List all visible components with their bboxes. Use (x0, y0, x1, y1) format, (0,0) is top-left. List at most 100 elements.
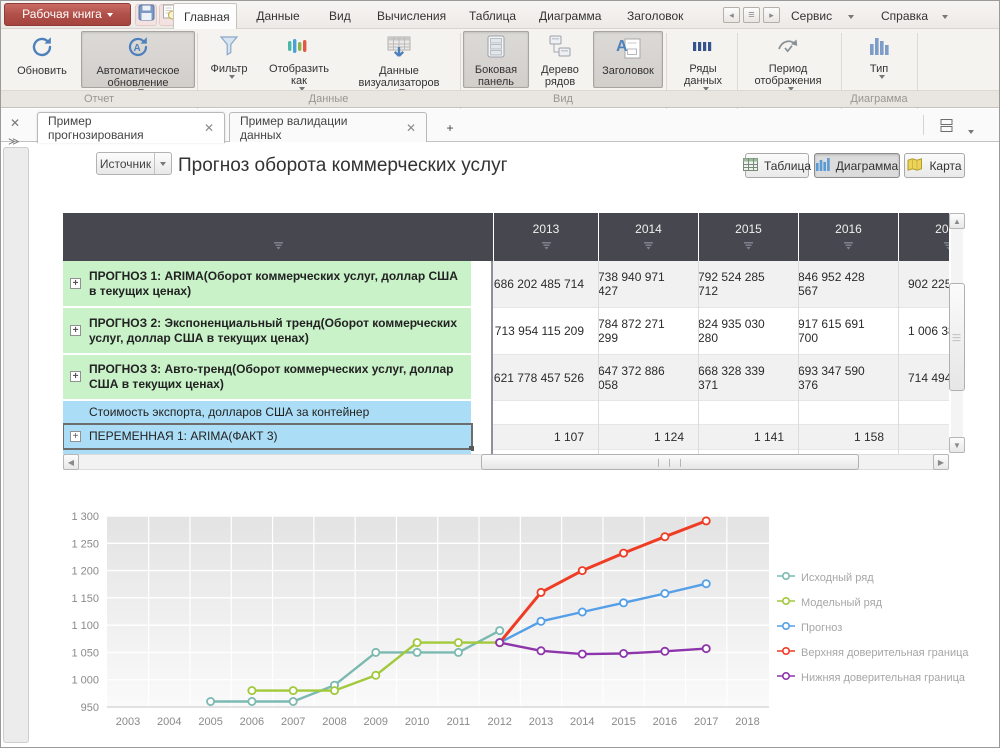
table-cell[interactable] (898, 425, 949, 449)
legend-item[interactable]: Исходный ряд (777, 565, 999, 590)
row-header-column-header[interactable] (63, 213, 493, 261)
layout-mode-button[interactable] (939, 118, 954, 138)
data-point-marker[interactable] (660, 532, 670, 542)
collapse-panel-chevrons[interactable]: ≫ (8, 136, 20, 148)
table-cell[interactable]: 1 158 (798, 425, 898, 449)
table-row[interactable]: Стоимость экспорта, долларов США за конт… (63, 401, 949, 425)
row-header[interactable]: + ПРОГНОЗ 3: Авто-тренд(Оборот коммерческ… (63, 355, 471, 399)
data-point-marker[interactable] (453, 638, 463, 648)
data-point-marker[interactable] (701, 516, 711, 526)
ribbon-tab-main[interactable]: Главная (173, 3, 237, 29)
table-cell[interactable]: 824 935 030 280 (698, 308, 798, 354)
data-point-marker[interactable] (329, 686, 339, 696)
table-cell[interactable] (698, 401, 798, 424)
table-cell[interactable]: 1 141 (698, 425, 798, 449)
table-row[interactable]: 1 107 1 124 1 141 1 158 + ПЕРЕМЕННАЯ 1: ARIMA… (63, 423, 949, 451)
table-cell[interactable]: 647 372 886 058 (598, 355, 698, 400)
scroll-left-button[interactable]: ◀ (63, 454, 79, 470)
data-point-marker[interactable] (660, 589, 670, 599)
column-header-2017[interactable]: 2017 (898, 213, 949, 261)
data-point-marker[interactable] (536, 616, 546, 626)
chart-type-button[interactable]: Тип (847, 31, 911, 88)
close-icon[interactable]: ✕ (405, 120, 416, 135)
table-cell[interactable]: 714 494 (898, 355, 949, 400)
data-point-marker[interactable] (577, 566, 587, 576)
source-button[interactable]: Источник (96, 152, 172, 175)
table-cell[interactable]: 738 940 971 427 (598, 261, 698, 307)
data-point-marker[interactable] (701, 579, 711, 589)
filter-icon[interactable] (273, 239, 284, 253)
scroll-right-button[interactable]: ▶ (933, 454, 949, 470)
ribbon-scroll-right-button[interactable]: ▸ (763, 7, 780, 23)
close-icon[interactable]: ✕ (203, 121, 214, 135)
expand-icon[interactable]: + (70, 371, 81, 382)
data-point-marker[interactable] (247, 686, 257, 696)
legend-item[interactable]: Модельный ряд (777, 590, 999, 615)
table-cell[interactable]: 621 778 457 526 (493, 355, 598, 400)
series-tree-button[interactable]: Дерево рядов (531, 31, 589, 88)
ribbon-tab-table[interactable]: Таблица (459, 3, 521, 29)
save-button[interactable] (135, 4, 157, 26)
filter-icon[interactable] (943, 239, 949, 253)
new-tab-button[interactable]: + (433, 112, 467, 142)
scroll-down-button[interactable]: ▼ (949, 437, 965, 453)
table-cell[interactable]: 686 202 485 714 (493, 261, 598, 307)
auto-refresh-button[interactable]: A Автоматическое обновление (81, 31, 195, 93)
table-cell[interactable]: 846 952 428 567 (798, 261, 898, 307)
data-point-marker[interactable] (577, 649, 587, 659)
refresh-button[interactable]: Обновить (7, 31, 77, 88)
header-toggle-button[interactable]: A Заголовок (593, 31, 663, 88)
selection-handle[interactable] (469, 446, 474, 451)
side-panel-button[interactable]: Боковая панель (463, 31, 529, 88)
table-cell[interactable] (598, 401, 698, 424)
filter-icon[interactable] (541, 239, 552, 253)
column-header-2014[interactable]: 2014 (598, 213, 698, 261)
data-point-marker[interactable] (288, 686, 298, 696)
expand-icon[interactable]: + (70, 324, 81, 336)
data-point-marker[interactable] (453, 647, 463, 657)
view-table-button[interactable]: Таблица (742, 153, 811, 178)
table-row[interactable]: 686 202 485 714 738 940 971 427 792 524 28… (63, 261, 949, 308)
data-point-marker[interactable] (660, 646, 670, 656)
row-header[interactable]: Стоимость экспорта, долларов США за конт… (63, 401, 471, 423)
column-header-2016[interactable]: 2016 (798, 213, 898, 261)
ribbon-tab-view[interactable]: Вид (319, 3, 359, 29)
data-point-marker[interactable] (619, 598, 629, 608)
layout-mode-dropdown[interactable] (963, 123, 974, 141)
data-point-marker[interactable] (536, 587, 546, 597)
filter-icon[interactable] (743, 239, 754, 253)
display-period-button[interactable]: Период отображения (739, 31, 837, 91)
source-dropdown[interactable] (154, 153, 171, 174)
data-point-marker[interactable] (412, 638, 422, 648)
table-cell[interactable]: 713 954 115 209 (493, 308, 598, 354)
data-point-marker[interactable] (619, 548, 629, 558)
column-header-2015[interactable]: 2015 (698, 213, 798, 261)
ribbon-scroll-left-button[interactable]: ◂ (723, 7, 740, 23)
table-cell[interactable] (798, 401, 898, 424)
table-cell[interactable]: 784 872 271 299 (598, 308, 698, 354)
help-menu[interactable]: Справка (881, 3, 949, 29)
filter-button[interactable]: Фильтр (201, 31, 257, 88)
data-point-marker[interactable] (619, 648, 629, 658)
scrollbar-thumb[interactable]: ❘ ❘ ❘ (481, 454, 859, 470)
legend-item[interactable]: Нижняя доверительная граница (777, 665, 999, 690)
column-header-2013[interactable]: 2013 (493, 213, 598, 261)
doc-tab-validation-example[interactable]: Пример валидации данных ✕ (229, 112, 427, 142)
data-point-marker[interactable] (701, 644, 711, 654)
data-point-marker[interactable] (495, 638, 505, 648)
expand-icon[interactable]: + (70, 430, 81, 442)
display-as-button[interactable]: Отобразить как (261, 31, 337, 91)
data-point-marker[interactable] (495, 626, 505, 636)
table-cell[interactable] (898, 401, 949, 424)
collapsed-side-panel[interactable] (3, 147, 29, 743)
data-point-marker[interactable] (536, 646, 546, 656)
table-cell[interactable]: 668 328 339 371 (698, 355, 798, 400)
scrollbar-thumb[interactable]: — — — (949, 283, 965, 391)
expand-icon[interactable]: + (70, 277, 81, 289)
data-point-marker[interactable] (206, 696, 216, 706)
table-cell[interactable]: 917 615 691 700 (798, 308, 898, 354)
data-point-marker[interactable] (577, 607, 587, 617)
table-cell[interactable]: 693 347 590 376 (798, 355, 898, 400)
scroll-up-button[interactable]: ▲ (949, 213, 965, 229)
data-point-marker[interactable] (288, 696, 298, 706)
